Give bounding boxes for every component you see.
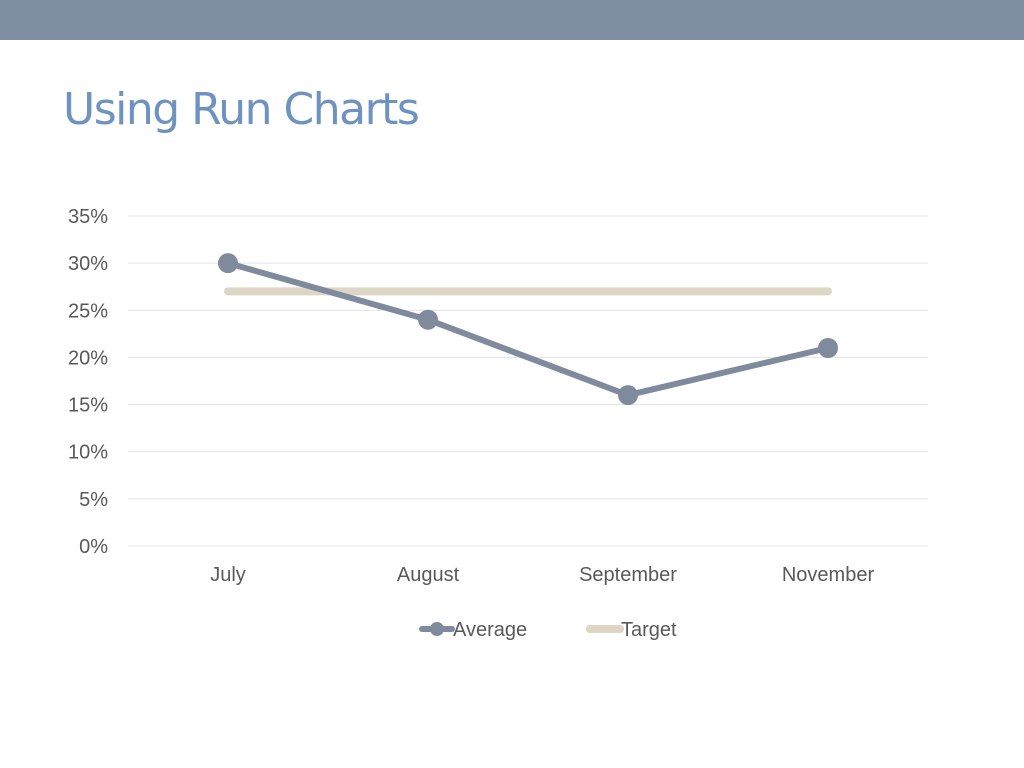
legend-swatch-marker [430, 622, 444, 636]
y-tick-label: 15% [68, 395, 108, 417]
legend-label: Target [621, 619, 677, 641]
average-data-point [618, 385, 638, 406]
x-tick-label: August [397, 564, 460, 586]
legend-label: Average [453, 619, 527, 641]
y-tick-label: 20% [68, 347, 108, 369]
average-data-point [218, 253, 238, 274]
x-tick-label: September [579, 564, 677, 586]
y-tick-label: 0% [79, 536, 108, 558]
x-axis-ticks: July August September November [210, 564, 874, 586]
y-tick-label: 35% [68, 206, 108, 228]
top-banner [0, 0, 1024, 40]
x-tick-label: November [782, 564, 875, 586]
average-data-point [418, 309, 438, 330]
average-series-line [225, 260, 831, 399]
legend: Average Target [419, 619, 677, 641]
page-title: Using Run Charts [63, 84, 420, 135]
average-data-point [818, 338, 838, 358]
y-tick-label: 30% [68, 253, 108, 275]
y-tick-label: 10% [68, 442, 108, 464]
legend-average: Average [419, 619, 527, 641]
series [218, 253, 838, 406]
legend-target: Target [586, 619, 677, 641]
y-tick-label: 25% [68, 300, 108, 322]
y-tick-label: 5% [79, 489, 108, 511]
y-axis-ticks: 0% 5% 10% 15% 20% 25% 30% 35% [68, 206, 108, 558]
grid-lines [128, 215, 928, 547]
x-tick-label: July [210, 564, 246, 586]
